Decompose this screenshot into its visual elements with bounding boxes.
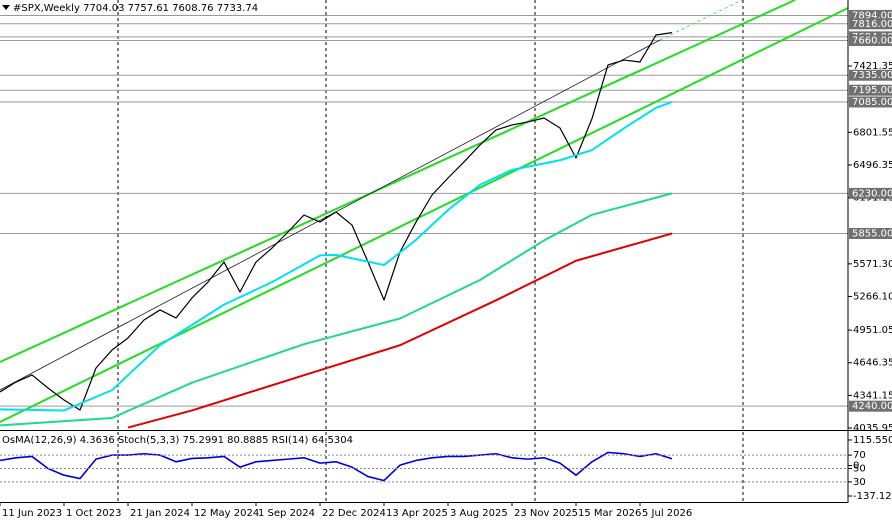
close: 7733.74 — [217, 3, 258, 14]
y-tick-label: 0 — [853, 461, 859, 472]
y-tick-label: 6801.55 — [853, 127, 892, 138]
y-tick-label: 6496.35 — [853, 160, 892, 171]
x-tick-label: 21 Jan 2024 — [130, 508, 190, 519]
y-tick-label: -137.1285 — [853, 491, 892, 502]
symbol: #SPX,Weekly — [13, 3, 80, 14]
level-label: 5855.00 — [852, 228, 892, 239]
series-line — [127, 232, 673, 429]
y-tick-label: 115.5501 — [853, 435, 892, 446]
y-tick-label: 5266.10 — [853, 291, 892, 302]
x-tick-label: 15 Mar 2026 — [578, 508, 641, 519]
level-label-box — [849, 9, 892, 21]
indicator-header: OsMA(12,26,9) 4.3636 Stoch(5,3,3) 75.299… — [2, 435, 353, 446]
channel-middle — [0, 39, 661, 391]
high: 7757.61 — [128, 3, 169, 14]
x-tick-label: 3 Aug 2025 — [450, 508, 508, 519]
indicator-value: 4.3636 — [80, 435, 115, 446]
x-tick-label: 5 Jul 2026 — [642, 508, 692, 519]
level-label: 6230.00 — [852, 188, 892, 199]
y2-tick-label: 30 — [853, 477, 866, 488]
indicator-value: 64.5304 — [312, 435, 353, 446]
levels — [0, 14, 848, 407]
y-tick-label: 4951.05 — [853, 325, 892, 336]
level-label-box — [849, 400, 892, 412]
x-tick-label: 1 Sep 2024 — [258, 508, 315, 519]
level-label-box — [849, 34, 892, 46]
level-label-box — [849, 96, 892, 108]
indicator-value: 75.2991 — [183, 435, 224, 446]
series-line — [0, 101, 673, 412]
level-label: 4240.00 — [852, 401, 892, 412]
x-tick-label: 12 May 2024 — [194, 508, 259, 519]
indicator-name: RSI(14) — [272, 435, 309, 446]
y-tick-label: 4035.95 — [853, 423, 892, 434]
y-tick-label: 4341.15 — [853, 390, 892, 401]
x-tick-label: 13 Apr 2025 — [386, 508, 448, 519]
level-label: 7660.00 — [852, 35, 892, 46]
indicator-name: Stoch(5,3,3) — [118, 435, 180, 446]
header: #SPX,Weekly 7704.03 7757.61 7608.76 7733… — [13, 3, 258, 14]
y2-tick-label: 50 — [853, 464, 866, 475]
level-label: 7085.00 — [852, 97, 892, 108]
indicator-value: 80.8885 — [227, 435, 268, 446]
y-tick-label: 4646.35 — [853, 358, 892, 369]
level-label: 7335.00 — [852, 70, 892, 81]
axes: 7421.356801.556496.356191.155571.305266.… — [0, 9, 892, 519]
open: 7704.03 — [83, 3, 124, 14]
y2-tick-label: 70 — [853, 450, 866, 461]
level-label: 7816.00 — [852, 19, 892, 30]
level-label: 7195.00 — [852, 85, 892, 96]
channel-lower — [0, 7, 849, 423]
channel-upper — [0, 0, 796, 363]
x-tick-label: 23 Nov 2025 — [514, 508, 578, 519]
level-label: 7894.00 — [852, 10, 892, 21]
series-line — [0, 192, 673, 427]
y-tick-label: 5571.30 — [853, 259, 892, 270]
y-tick-label: 7421.35 — [853, 61, 892, 72]
indicator-name: OsMA(12,26,9) — [2, 435, 77, 446]
level-label-box — [849, 187, 892, 199]
level-label-box — [849, 227, 892, 239]
x-tick-label: 1 Oct 2023 — [66, 508, 121, 519]
symbol-icon — [2, 5, 10, 10]
channel — [0, 0, 849, 423]
level-label-box — [849, 84, 892, 96]
level-label-box — [849, 18, 892, 30]
low: 7608.76 — [172, 3, 213, 14]
x-tick-label: 22 Dec 2024 — [322, 508, 386, 519]
x-tick-label: 11 Jun 2023 — [2, 508, 62, 519]
series-line — [0, 32, 673, 411]
level-label-box — [849, 69, 892, 81]
